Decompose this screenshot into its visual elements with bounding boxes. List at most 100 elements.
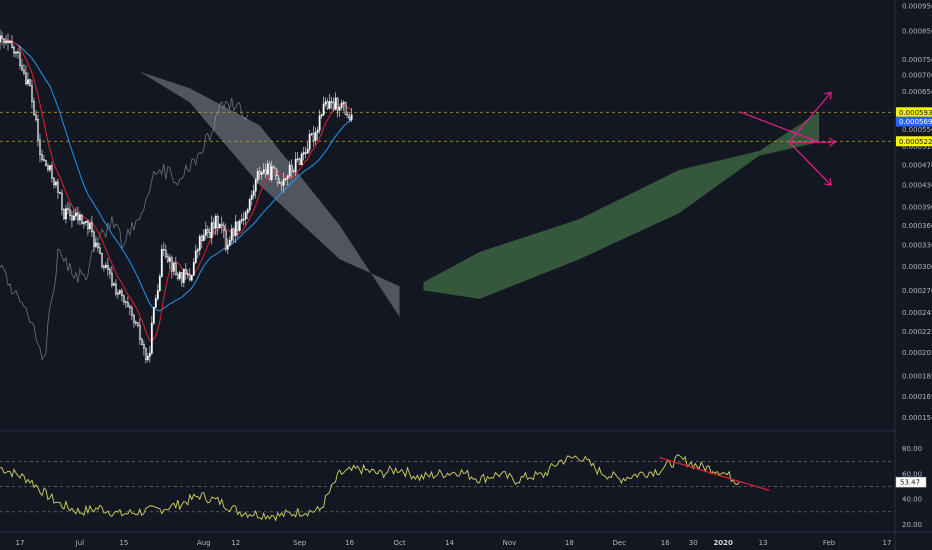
candle[interactable]: [23, 64, 25, 76]
candle[interactable]: [250, 190, 253, 206]
price-panel[interactable]: [0, 29, 895, 364]
candle[interactable]: [332, 97, 335, 112]
candle[interactable]: [164, 244, 167, 259]
candle[interactable]: [330, 96, 333, 109]
candle[interactable]: [1, 31, 3, 45]
candle[interactable]: [294, 151, 297, 176]
candle[interactable]: [116, 289, 119, 299]
candle[interactable]: [260, 170, 263, 181]
candle[interactable]: [118, 289, 121, 296]
candle[interactable]: [31, 79, 33, 109]
candle[interactable]: [146, 353, 149, 363]
candle[interactable]: [178, 270, 181, 281]
oscillator-axis[interactable]: 80.00 60.00 40.00 20.00 53.47: [895, 445, 927, 529]
candle[interactable]: [19, 45, 21, 70]
candle[interactable]: [292, 170, 295, 174]
candle[interactable]: [244, 210, 247, 225]
candle[interactable]: [88, 222, 91, 233]
candle[interactable]: [206, 225, 209, 238]
candle[interactable]: [190, 274, 193, 282]
projection-arrow-line[interactable]: [788, 92, 832, 143]
candle[interactable]: [96, 241, 99, 253]
candle[interactable]: [296, 152, 299, 163]
candle[interactable]: [136, 322, 139, 328]
candle[interactable]: [104, 262, 107, 270]
candle[interactable]: [272, 165, 275, 169]
candle[interactable]: [13, 44, 15, 58]
candle[interactable]: [29, 79, 31, 87]
candle[interactable]: [336, 97, 339, 118]
candle[interactable]: [334, 92, 337, 111]
candle[interactable]: [192, 258, 195, 277]
candle[interactable]: [308, 130, 311, 153]
candle[interactable]: [214, 213, 217, 236]
candle[interactable]: [37, 114, 39, 147]
candle[interactable]: [69, 203, 71, 221]
candle[interactable]: [222, 221, 225, 239]
candle[interactable]: [350, 108, 353, 122]
candle[interactable]: [122, 294, 125, 305]
candle[interactable]: [226, 238, 229, 254]
candle[interactable]: [57, 178, 59, 199]
candle[interactable]: [238, 219, 241, 233]
candle[interactable]: [208, 227, 211, 238]
candle[interactable]: [110, 265, 113, 288]
candle[interactable]: [278, 177, 281, 184]
candle[interactable]: [270, 160, 273, 183]
candle[interactable]: [252, 184, 255, 200]
candle[interactable]: [168, 253, 171, 270]
candle[interactable]: [312, 125, 315, 147]
candle[interactable]: [212, 217, 215, 234]
candle[interactable]: [71, 210, 73, 228]
candle[interactable]: [328, 93, 331, 110]
candle[interactable]: [228, 235, 231, 247]
candle[interactable]: [83, 221, 85, 229]
candle[interactable]: [140, 337, 143, 346]
candle[interactable]: [134, 319, 137, 326]
candle[interactable]: [90, 215, 93, 237]
candle[interactable]: [166, 253, 169, 264]
candle[interactable]: [180, 272, 183, 287]
candle[interactable]: [176, 271, 179, 281]
candle[interactable]: [148, 346, 151, 363]
candle[interactable]: [120, 288, 123, 302]
candle[interactable]: [188, 267, 191, 282]
candle[interactable]: [314, 127, 317, 145]
candle[interactable]: [39, 133, 41, 163]
candle[interactable]: [65, 204, 67, 224]
candle[interactable]: [340, 99, 343, 111]
candle[interactable]: [298, 157, 301, 166]
candle[interactable]: [152, 306, 155, 326]
oscillator-value-badge[interactable]: 53.47: [895, 476, 927, 488]
candle[interactable]: [204, 221, 207, 240]
candle[interactable]: [234, 214, 237, 243]
candle[interactable]: [342, 100, 345, 112]
candle[interactable]: [114, 279, 117, 297]
candle[interactable]: [348, 113, 351, 122]
candle[interactable]: [194, 244, 197, 265]
candle[interactable]: [108, 266, 111, 279]
candle[interactable]: [262, 162, 265, 175]
candle[interactable]: [170, 255, 173, 279]
projection-arrow-line[interactable]: [738, 111, 820, 143]
candle[interactable]: [9, 39, 11, 44]
candle[interactable]: [59, 191, 61, 195]
candle[interactable]: [25, 65, 27, 86]
candle[interactable]: [47, 162, 49, 172]
candle[interactable]: [302, 146, 305, 161]
candle[interactable]: [124, 300, 127, 309]
candle[interactable]: [220, 216, 223, 234]
candle[interactable]: [130, 304, 133, 321]
candle[interactable]: [230, 224, 233, 245]
candle[interactable]: [224, 223, 227, 252]
candle[interactable]: [128, 303, 131, 316]
candle[interactable]: [326, 98, 329, 111]
candle[interactable]: [286, 174, 289, 186]
candle[interactable]: [77, 206, 79, 225]
candle[interactable]: [55, 179, 57, 189]
candle[interactable]: [174, 256, 177, 276]
candle[interactable]: [150, 315, 153, 356]
candle[interactable]: [75, 207, 77, 221]
candle[interactable]: [156, 284, 159, 301]
price-badge[interactable]: 0.0005935: [896, 107, 932, 118]
